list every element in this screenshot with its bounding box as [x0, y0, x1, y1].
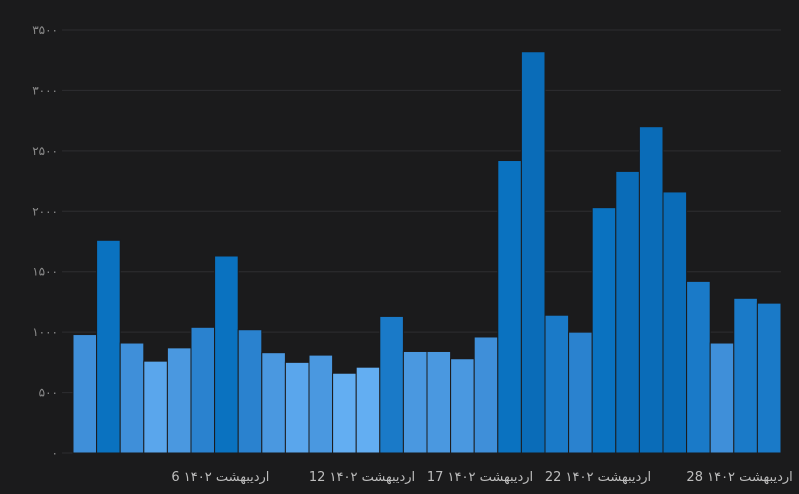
- bar[interactable]: [756, 302, 782, 454]
- bar[interactable]: [544, 314, 570, 454]
- bar[interactable]: [662, 191, 688, 454]
- x-tick-label: 28 اردیبهشت ۱۴۰۲: [686, 470, 792, 485]
- y-axis: ۰ ۵۰۰ ۱۰۰۰ ۱۵۰۰ ۲۰۰۰ ۲۵۰۰ ۳۰۰۰ ۳۵۰۰: [32, 23, 58, 460]
- bar[interactable]: [568, 331, 593, 454]
- bar[interactable]: [402, 350, 428, 454]
- y-tick-label: ۳۰۰۰: [32, 83, 58, 97]
- bar[interactable]: [355, 366, 381, 454]
- bar[interactable]: [190, 326, 216, 454]
- bar[interactable]: [308, 354, 334, 454]
- bar[interactable]: [284, 361, 310, 454]
- y-tick-label: ۰: [52, 446, 58, 460]
- y-tick-label: ۲۰۰۰: [32, 204, 58, 218]
- bar[interactable]: [520, 51, 546, 454]
- y-tick-label: ۱۵۰۰: [32, 265, 58, 279]
- bar[interactable]: [709, 342, 735, 454]
- bar[interactable]: [72, 334, 98, 454]
- bar[interactable]: [638, 126, 664, 454]
- bar[interactable]: [96, 239, 121, 454]
- bar[interactable]: [237, 329, 263, 454]
- bar[interactable]: [497, 160, 522, 454]
- bar[interactable]: [733, 297, 758, 454]
- bar[interactable]: [261, 352, 286, 454]
- y-tick-label: ۲۵۰۰: [32, 144, 58, 158]
- x-tick-label: 6 اردیبهشت ۱۴۰۲: [171, 470, 269, 485]
- bar[interactable]: [473, 336, 499, 454]
- bar[interactable]: [119, 342, 145, 454]
- y-tick-label: ۱۰۰۰: [32, 325, 58, 339]
- x-tick-label: 12 اردیبهشت ۱۴۰۲: [309, 470, 415, 485]
- y-tick-label: ۳۵۰۰: [32, 23, 58, 37]
- bar[interactable]: [143, 360, 168, 454]
- x-tick-label: 17 اردیبهشت ۱۴۰۲: [427, 470, 533, 485]
- bars: [72, 51, 782, 454]
- bar[interactable]: [332, 372, 357, 454]
- bar[interactable]: [686, 280, 711, 454]
- bar[interactable]: [166, 347, 192, 454]
- x-tick-label: 22 اردیبهشت ۱۴۰۲: [545, 470, 651, 485]
- bar[interactable]: [379, 315, 404, 454]
- bar[interactable]: [214, 255, 239, 454]
- bar[interactable]: [591, 207, 617, 454]
- x-axis: 6 اردیبهشت ۱۴۰۲ 12 اردیبهشت ۱۴۰۲ 17 اردیبه…: [171, 470, 792, 485]
- y-tick-label: ۵۰۰: [39, 386, 58, 400]
- bar[interactable]: [426, 350, 452, 454]
- bar[interactable]: [450, 358, 475, 454]
- bar[interactable]: [615, 170, 640, 454]
